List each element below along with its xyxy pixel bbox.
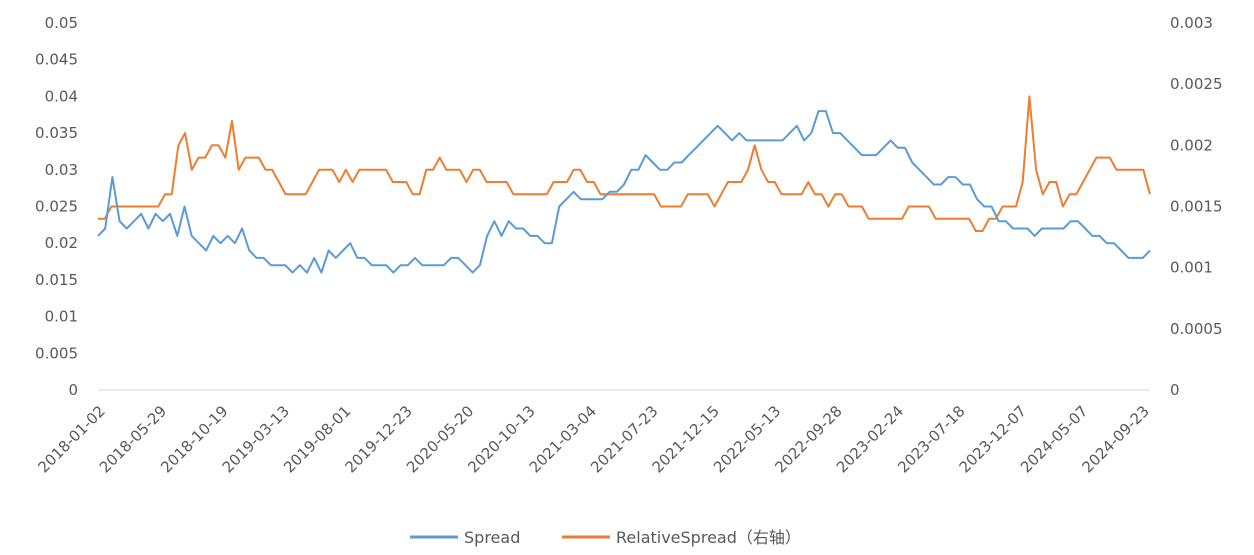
series-line-spread bbox=[97, 110, 1151, 274]
left-y-tick-label: 0.05 bbox=[45, 14, 78, 32]
right-y-axis: 0 0.0005 0.001 0.0015 0.002 0.0025 0.003 bbox=[1170, 14, 1223, 399]
left-y-tick-label: 0.035 bbox=[35, 124, 78, 142]
legend: Spread RelativeSpread（右轴） bbox=[410, 528, 801, 547]
legend-label-relativespread: RelativeSpread（右轴） bbox=[616, 528, 801, 547]
right-y-tick-label: 0 bbox=[1170, 381, 1180, 399]
plot-area bbox=[97, 95, 1151, 274]
legend-label-spread: Spread bbox=[464, 528, 520, 547]
left-y-tick-label: 0.03 bbox=[45, 161, 78, 179]
left-y-tick-label: 0.005 bbox=[35, 344, 78, 362]
left-y-tick-label: 0.045 bbox=[35, 51, 78, 69]
left-y-axis: 0 0.005 0.01 0.015 0.02 0.025 0.03 0.035 0.04 0.0… bbox=[35, 14, 78, 399]
right-y-tick-label: 0.0005 bbox=[1170, 320, 1223, 338]
series-line-relativespread bbox=[98, 95, 1151, 232]
left-y-tick-label: 0.01 bbox=[45, 308, 78, 326]
right-y-tick-label: 0.001 bbox=[1170, 259, 1213, 277]
right-y-tick-label: 0.0015 bbox=[1170, 198, 1223, 216]
left-y-tick-label: 0.015 bbox=[35, 271, 78, 289]
left-y-tick-label: 0.025 bbox=[35, 198, 78, 216]
right-y-tick-label: 0.0025 bbox=[1170, 75, 1223, 93]
left-y-tick-label: 0 bbox=[68, 381, 78, 399]
x-axis: 2018-01-022018-05-292018-10-192019-03-13… bbox=[34, 402, 1152, 476]
right-y-tick-label: 0.002 bbox=[1170, 136, 1213, 154]
left-y-tick-label: 0.04 bbox=[45, 87, 78, 105]
left-y-tick-label: 0.02 bbox=[45, 234, 78, 252]
right-y-tick-label: 0.003 bbox=[1170, 14, 1213, 32]
